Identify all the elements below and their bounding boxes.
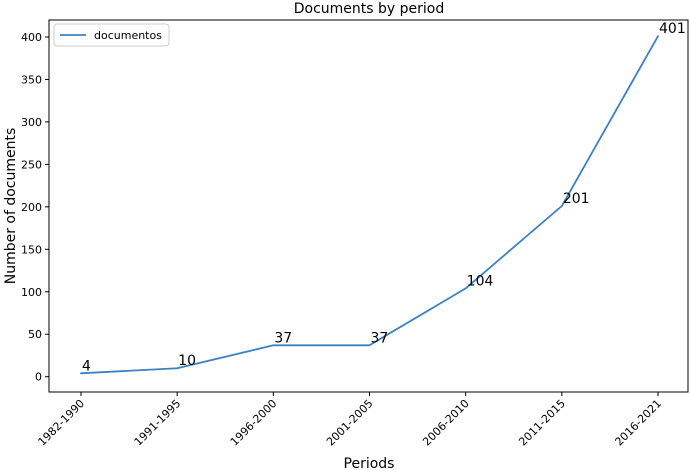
legend: documentos (53, 23, 170, 47)
data-label-2006-2010: 104 (467, 273, 494, 289)
y-tick-label-100: 100 (21, 286, 42, 299)
y-tick-label-400: 400 (21, 31, 42, 44)
data-label-2001-2005: 37 (371, 330, 389, 346)
data-point-2001-2005 (368, 344, 371, 347)
data-point-2011-2015 (560, 205, 563, 207)
y-tick-label-300: 300 (21, 116, 42, 129)
data-labels: 4 10 37 37 104 201 401 (82, 21, 686, 374)
x-tick-label-2016-2021: 2016-2021 (613, 397, 665, 449)
data-point-1982-1990 (80, 372, 82, 375)
y-tick-label-0: 0 (35, 371, 42, 384)
plot-frame (48, 19, 689, 393)
data-label-2011-2015: 201 (563, 191, 590, 207)
data-point-2006-2010 (464, 287, 467, 290)
y-axis-title: Number of documents (3, 128, 19, 285)
y-tick-label-250: 250 (21, 158, 42, 171)
y-tick-label-150: 150 (21, 243, 42, 256)
data-label-1991-1995: 10 (178, 353, 196, 369)
data-point-1991-1995 (176, 367, 179, 370)
data-point-1996-2000 (272, 344, 275, 347)
data-label-1996-2000: 37 (274, 330, 292, 346)
legend-label: documentos (94, 29, 162, 42)
data-label-1982-1990: 4 (82, 358, 91, 374)
chart-title: Documents by period (294, 1, 445, 17)
data-label-2016-2021: 401 (659, 21, 686, 37)
x-tick-label-2001-2005: 2001-2005 (324, 397, 376, 449)
y-tick-label-200: 200 (21, 201, 42, 214)
y-tick-label-50: 50 (28, 328, 42, 341)
x-tick-label-2006-2010: 2006-2010 (420, 397, 472, 449)
y-axis: 0 50 100 150 200 250 300 350 400 (21, 31, 49, 384)
data-point-2016-2021 (657, 35, 659, 38)
x-tick-label-1982-1990: 1982-1990 (36, 397, 88, 449)
series-layer (80, 35, 659, 375)
x-tick-label-1991-1995: 1991-1995 (132, 397, 184, 449)
x-tick-label-2011-2015: 2011-2015 (516, 397, 568, 449)
y-tick-label-350: 350 (21, 73, 42, 86)
legend-box (53, 23, 170, 47)
x-tick-label-1996-2000: 1996-2000 (228, 397, 280, 449)
x-axis: 1982-1990 1991-1995 1996-2000 2001-2005 2006… (36, 392, 665, 449)
x-axis-title: Periods (344, 456, 395, 470)
